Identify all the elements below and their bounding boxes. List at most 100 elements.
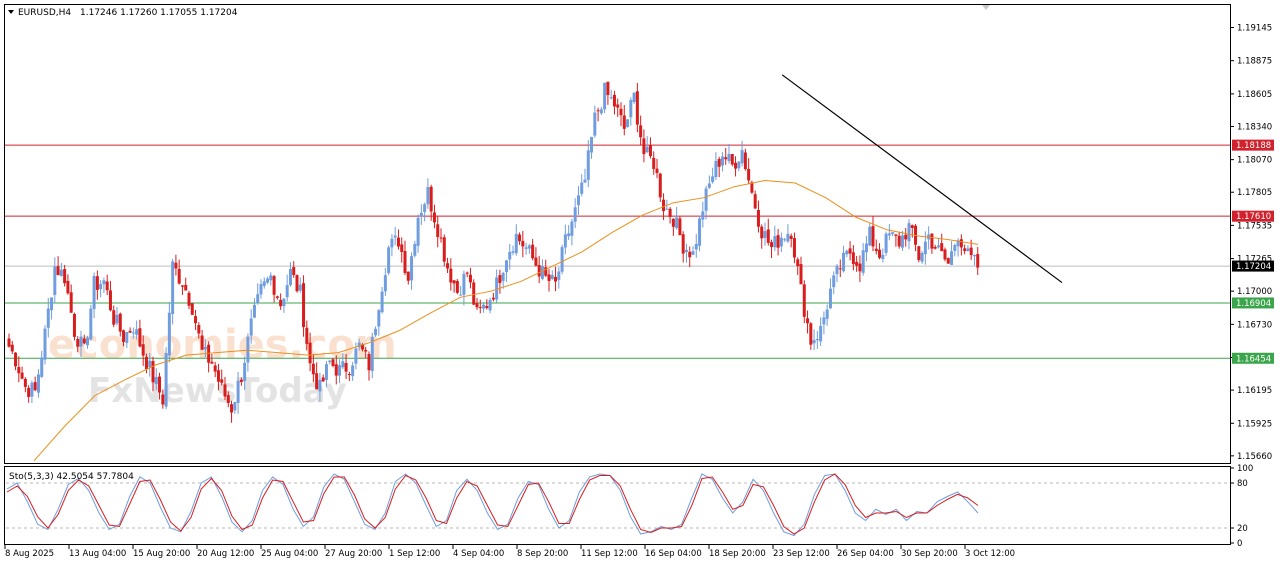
bull-candle: [593, 112, 597, 136]
bear-candle: [688, 251, 692, 258]
time-tick-label: 3 Oct 12:00: [965, 549, 1015, 559]
descending-trendline: [781, 74, 1063, 284]
bear-candle: [347, 374, 351, 376]
bear-candle: [910, 225, 914, 228]
price-tick-label: 1.15660: [1237, 452, 1272, 462]
price-tick-label: 1.17805: [1237, 188, 1272, 198]
bull-candle: [115, 314, 119, 324]
price-tick-label: 1.16730: [1237, 320, 1272, 330]
bull-candle: [504, 260, 508, 273]
bull-candle: [53, 266, 57, 295]
shift-marker-icon[interactable]: [982, 5, 990, 10]
bull-candle: [514, 233, 518, 254]
bear-candle: [658, 173, 662, 198]
time-tick-label: 8 Sep 20:00: [517, 549, 568, 559]
bear-candle: [940, 243, 944, 252]
bull-candle: [891, 232, 895, 235]
bear-candle: [403, 251, 407, 273]
resistance-level-label: 1.17610: [1236, 212, 1271, 222]
bull-candle: [79, 336, 83, 347]
bear-candle: [642, 138, 646, 155]
bear-candle: [239, 379, 243, 382]
bear-candle: [439, 237, 443, 239]
bear-candle: [200, 335, 204, 350]
stochastic-pane[interactable]: [6, 473, 1230, 537]
bull-candle: [950, 251, 954, 265]
bear-candle: [848, 248, 852, 254]
bear-candle: [174, 262, 178, 269]
bear-candle: [855, 261, 859, 266]
bear-candle: [158, 376, 162, 393]
bear-candle: [760, 226, 764, 239]
bear-candle: [596, 110, 600, 112]
price-tick-label: 1.17265: [1237, 255, 1272, 265]
bear-candle: [547, 274, 551, 281]
bull-candle: [740, 150, 744, 164]
bear-candle: [295, 275, 299, 292]
bull-candle: [694, 243, 698, 250]
bear-candle: [315, 373, 319, 390]
bull-candle: [599, 109, 603, 114]
price-tick-label: 1.18875: [1237, 57, 1272, 67]
bull-candle: [511, 251, 515, 253]
bull-candle: [131, 332, 135, 334]
bear-candle: [334, 364, 338, 376]
bear-candle: [20, 372, 24, 379]
bull-candle: [828, 288, 832, 309]
bear-candle: [197, 325, 201, 334]
bull-candle: [59, 269, 63, 276]
bull-candle: [920, 253, 924, 262]
bear-candle: [806, 318, 810, 324]
time-tick-label: 16 Sep 04:00: [645, 549, 702, 559]
bull-candle: [102, 280, 106, 285]
bull-candle: [832, 275, 836, 288]
bear-candle: [963, 248, 967, 251]
stochastic-main-line: [6, 473, 979, 537]
bull-candle: [243, 362, 247, 381]
bear-candle: [184, 284, 188, 291]
bear-candle: [396, 237, 400, 247]
bear-candle: [776, 235, 780, 248]
bull-candle: [298, 284, 302, 291]
bear-candle: [190, 303, 194, 315]
bear-candle: [622, 115, 626, 129]
bull-candle: [786, 233, 790, 242]
bull-candle: [815, 339, 819, 341]
bear-candle: [436, 224, 440, 238]
time-tick-label: 15 Aug 20:00: [133, 549, 190, 559]
bull-candle: [43, 328, 47, 360]
current-level-badge: [1232, 260, 1274, 272]
bull-candle: [262, 281, 266, 286]
bear-candle: [478, 307, 482, 309]
bull-candle: [626, 119, 630, 128]
stochastic-tick-label: 100: [1237, 464, 1253, 474]
bull-candle: [380, 291, 384, 313]
time-tick-label: 30 Sep 20:00: [901, 549, 958, 559]
bull-candle: [763, 231, 767, 238]
bull-candle: [783, 239, 787, 241]
price-tick-label: 1.16195: [1237, 386, 1272, 396]
bear-candle: [105, 281, 109, 291]
bear-candle: [82, 338, 86, 344]
bear-candle: [652, 157, 656, 169]
bear-candle: [449, 268, 453, 283]
bear-candle: [144, 356, 148, 370]
bull-candle: [351, 365, 355, 377]
bull-candle: [603, 82, 607, 110]
indicator-label: Sto(5,3,3) 42.5054 57.7804: [9, 472, 134, 482]
bull-candle: [936, 245, 940, 248]
price-tick-label: 1.15925: [1237, 419, 1272, 429]
chart-header: EURUSD,H4 1.17246 1.17260 1.17055 1.1720…: [8, 5, 990, 18]
bull-candle: [966, 248, 970, 252]
stochastic-tick-label: 80: [1237, 479, 1248, 489]
bear-candle: [429, 186, 433, 212]
bull-candle: [560, 247, 564, 272]
bull-candle: [835, 265, 839, 275]
collapse-triangle-icon[interactable]: [8, 10, 14, 14]
main-price-pane[interactable]: [5, 74, 1230, 462]
bull-candle: [36, 374, 40, 393]
bull-candle: [684, 249, 688, 253]
bull-candle: [410, 256, 414, 281]
bull-candle: [233, 402, 237, 411]
